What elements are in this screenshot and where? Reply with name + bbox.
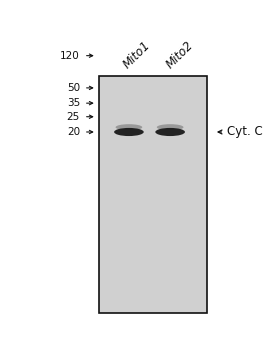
- Text: 35: 35: [67, 98, 80, 108]
- Text: 20: 20: [67, 127, 80, 137]
- Text: 120: 120: [60, 51, 80, 61]
- Text: Mito1: Mito1: [121, 39, 153, 71]
- Text: Cyt. C: Cyt. C: [227, 126, 262, 139]
- Text: 25: 25: [67, 112, 80, 122]
- Ellipse shape: [116, 124, 142, 130]
- Ellipse shape: [114, 128, 144, 136]
- Text: 50: 50: [67, 83, 80, 93]
- Ellipse shape: [157, 124, 184, 130]
- Ellipse shape: [155, 128, 185, 136]
- Text: Mito2: Mito2: [164, 39, 196, 71]
- Bar: [99, 76, 207, 314]
